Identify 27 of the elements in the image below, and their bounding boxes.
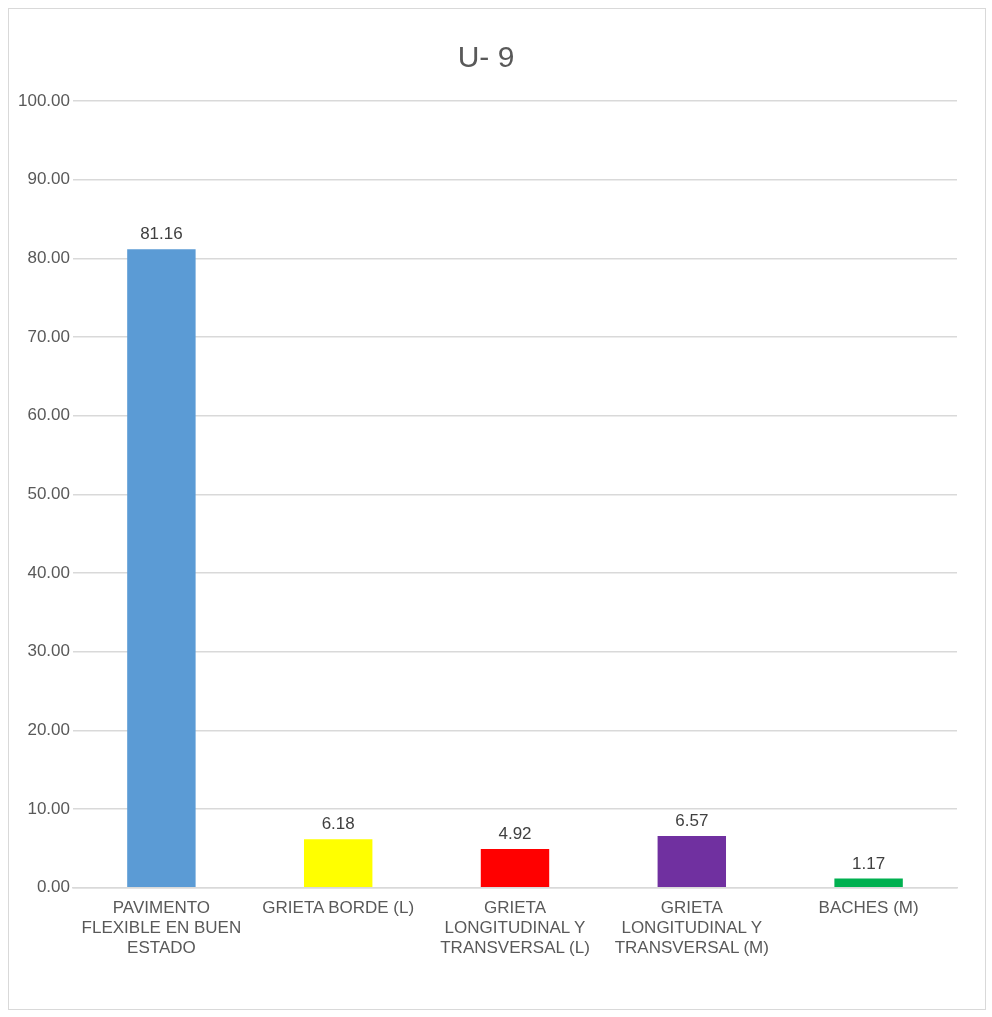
y-tick-label: 0.00	[36, 877, 70, 897]
y-tick-label: 20.00	[27, 720, 70, 740]
data-label: 6.18	[321, 814, 355, 834]
data-label: 4.92	[498, 824, 532, 844]
y-tick-label: 30.00	[27, 641, 70, 661]
x-tick-label: GRIETA LONGITUDINAL Y TRANSVERSAL (M)	[614, 897, 769, 958]
y-tick-label: 80.00	[27, 248, 70, 268]
chart-title: U- 9	[457, 40, 515, 74]
bar	[127, 249, 196, 888]
x-tick-label: GRIETA LONGITUDINAL Y TRANSVERSAL (L)	[440, 897, 590, 958]
y-tick-label: 90.00	[27, 169, 70, 189]
bar	[303, 839, 373, 888]
y-tick-label: 10.00	[27, 798, 70, 818]
x-tick-label: BACHES (M)	[818, 897, 919, 917]
x-tick-label: PAVIMENTO FLEXIBLE EN BUEN ESTADO	[81, 897, 242, 958]
y-tick-label: 60.00	[27, 405, 70, 425]
data-label: 81.16	[140, 224, 183, 244]
y-tick-label: 100.00	[18, 90, 70, 110]
x-tick-label: GRIETA BORDE (L)	[262, 897, 415, 917]
data-label: 1.17	[852, 853, 886, 873]
bar	[480, 849, 550, 888]
bar	[834, 878, 903, 888]
y-tick-label: 70.00	[27, 326, 70, 346]
y-tick-label: 40.00	[27, 562, 70, 582]
bar	[657, 836, 727, 888]
data-label: 6.57	[675, 811, 709, 831]
y-tick-label: 50.00	[27, 484, 70, 504]
